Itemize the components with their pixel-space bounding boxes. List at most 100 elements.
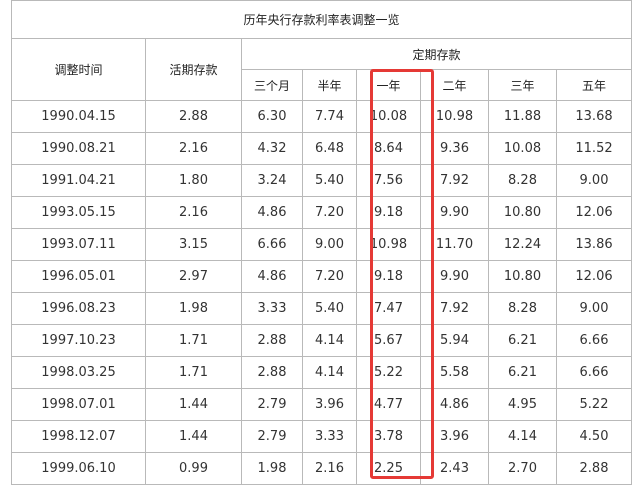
cell-rate-1-year: 10.98 <box>356 228 421 261</box>
cell-rate-1-year: 8.64 <box>356 132 421 165</box>
table-row: 1990.08.21 2.16 4.32 6.48 8.64 9.36 10.08 11.52 <box>11 132 633 165</box>
cell-rate-5-year: 6.66 <box>555 324 633 357</box>
table-row: 1999.06.10 0.99 1.98 2.16 2.25 2.43 2.70 2.88 <box>11 452 633 485</box>
cell-rate-3-year: 4.14 <box>488 420 557 453</box>
cell-rate-1-year: 4.77 <box>356 388 421 421</box>
cell-rate-1-year: 9.18 <box>356 196 421 229</box>
cell-date: 1996.05.01 <box>11 260 146 293</box>
cell-demand-rate: 1.80 <box>145 164 242 197</box>
column-header-2-year: 二年 <box>420 69 489 101</box>
cell-rate-2-year: 2.43 <box>420 452 489 485</box>
table-row: 1997.10.23 1.71 2.88 4.14 5.67 5.94 6.21 6.66 <box>11 324 633 357</box>
cell-rate-3-months: 4.86 <box>241 196 303 229</box>
cell-rate-1-year: 9.18 <box>356 260 421 293</box>
cell-rate-1-year: 2.25 <box>356 452 421 485</box>
cell-rate-5-year: 5.22 <box>555 388 633 421</box>
table-row: 1996.05.01 2.97 4.86 7.20 9.18 9.90 10.80 12.06 <box>11 260 633 293</box>
cell-rate-half-year: 3.33 <box>302 420 357 453</box>
cell-demand-rate: 1.71 <box>145 324 242 357</box>
cell-demand-rate: 1.44 <box>145 420 242 453</box>
column-header-3-months: 三个月 <box>241 69 303 101</box>
cell-rate-5-year: 12.06 <box>555 260 633 293</box>
cell-rate-half-year: 5.40 <box>302 292 357 325</box>
column-header-5-year: 五年 <box>555 69 633 101</box>
cell-rate-2-year: 9.90 <box>420 260 489 293</box>
cell-rate-1-year: 7.47 <box>356 292 421 325</box>
cell-date: 1996.08.23 <box>11 292 146 325</box>
cell-rate-half-year: 7.74 <box>302 100 357 133</box>
cell-rate-2-year: 7.92 <box>420 164 489 197</box>
cell-demand-rate: 1.71 <box>145 356 242 389</box>
cell-rate-half-year: 4.14 <box>302 356 357 389</box>
cell-demand-rate: 2.16 <box>145 132 242 165</box>
cell-rate-1-year: 5.67 <box>356 324 421 357</box>
cell-rate-half-year: 3.96 <box>302 388 357 421</box>
cell-rate-2-year: 9.90 <box>420 196 489 229</box>
cell-date: 1990.04.15 <box>11 100 146 133</box>
cell-rate-3-year: 8.28 <box>488 164 557 197</box>
cell-date: 1998.07.01 <box>11 388 146 421</box>
cell-rate-2-year: 3.96 <box>420 420 489 453</box>
cell-rate-3-months: 1.98 <box>241 452 303 485</box>
cell-rate-3-months: 2.88 <box>241 356 303 389</box>
cell-date: 1998.03.25 <box>11 356 146 389</box>
cell-rate-half-year: 9.00 <box>302 228 357 261</box>
cell-rate-half-year: 6.48 <box>302 132 357 165</box>
cell-rate-3-months: 4.32 <box>241 132 303 165</box>
column-group-fixed-deposit: 定期存款 <box>240 38 633 70</box>
cell-rate-5-year: 9.00 <box>555 164 633 197</box>
cell-demand-rate: 2.16 <box>145 196 242 229</box>
column-header-date: 调整时间 <box>11 38 146 101</box>
cell-rate-5-year: 11.52 <box>555 132 633 165</box>
table-row: 1998.07.01 1.44 2.79 3.96 4.77 4.86 4.95 5.22 <box>11 388 633 421</box>
table-row: 1993.05.15 2.16 4.86 7.20 9.18 9.90 10.80 12.06 <box>11 196 633 229</box>
cell-date: 1999.06.10 <box>11 452 146 485</box>
cell-rate-half-year: 2.16 <box>302 452 357 485</box>
cell-rate-3-year: 6.21 <box>488 356 557 389</box>
cell-rate-2-year: 4.86 <box>420 388 489 421</box>
cell-rate-3-months: 4.86 <box>241 260 303 293</box>
cell-rate-5-year: 4.50 <box>555 420 633 453</box>
cell-rate-1-year: 5.22 <box>356 356 421 389</box>
column-header-1-year: 一年 <box>356 69 421 101</box>
cell-date: 1993.05.15 <box>11 196 146 229</box>
column-header-demand-deposit: 活期存款 <box>145 38 242 101</box>
cell-rate-3-year: 12.24 <box>488 228 557 261</box>
cell-rate-5-year: 2.88 <box>555 452 633 485</box>
cell-rate-5-year: 13.68 <box>555 100 633 133</box>
cell-rate-3-year: 10.80 <box>488 196 557 229</box>
cell-rate-half-year: 5.40 <box>302 164 357 197</box>
cell-rate-1-year: 3.78 <box>356 420 421 453</box>
cell-rate-3-months: 2.79 <box>241 388 303 421</box>
table-row: 1998.03.25 1.71 2.88 4.14 5.22 5.58 6.21 6.66 <box>11 356 633 389</box>
cell-rate-3-year: 10.80 <box>488 260 557 293</box>
table-row: 1993.07.11 3.15 6.66 9.00 10.98 11.70 12.24 13.… <box>11 228 633 261</box>
cell-rate-3-year: 2.70 <box>488 452 557 485</box>
cell-rate-5-year: 12.06 <box>555 196 633 229</box>
cell-demand-rate: 2.88 <box>145 100 242 133</box>
cell-rate-5-year: 6.66 <box>555 356 633 389</box>
cell-rate-half-year: 4.14 <box>302 324 357 357</box>
column-header-3-year: 三年 <box>488 69 557 101</box>
cell-rate-3-months: 3.33 <box>241 292 303 325</box>
cell-rate-3-months: 6.30 <box>241 100 303 133</box>
cell-date: 1998.12.07 <box>11 420 146 453</box>
cell-rate-2-year: 5.58 <box>420 356 489 389</box>
table-body: 1990.04.15 2.88 6.30 7.74 10.08 10.98 11.88 13.… <box>11 100 633 485</box>
cell-rate-2-year: 5.94 <box>420 324 489 357</box>
cell-date: 1990.08.21 <box>11 132 146 165</box>
cell-rate-half-year: 7.20 <box>302 260 357 293</box>
table-row: 1996.08.23 1.98 3.33 5.40 7.47 7.92 8.28 9.00 <box>11 292 633 325</box>
cell-rate-3-year: 4.95 <box>488 388 557 421</box>
cell-rate-3-months: 3.24 <box>241 164 303 197</box>
cell-rate-1-year: 7.56 <box>356 164 421 197</box>
cell-demand-rate: 0.99 <box>145 452 242 485</box>
cell-rate-2-year: 11.70 <box>420 228 489 261</box>
cell-demand-rate: 1.44 <box>145 388 242 421</box>
table-row: 1998.12.07 1.44 2.79 3.33 3.78 3.96 4.14 4.50 <box>11 420 633 453</box>
cell-rate-2-year: 7.92 <box>420 292 489 325</box>
cell-rate-3-months: 2.88 <box>241 324 303 357</box>
cell-rate-5-year: 13.86 <box>555 228 633 261</box>
table-title: 历年央行存款利率表调整一览 <box>10 0 633 39</box>
cell-rate-3-year: 10.08 <box>488 132 557 165</box>
